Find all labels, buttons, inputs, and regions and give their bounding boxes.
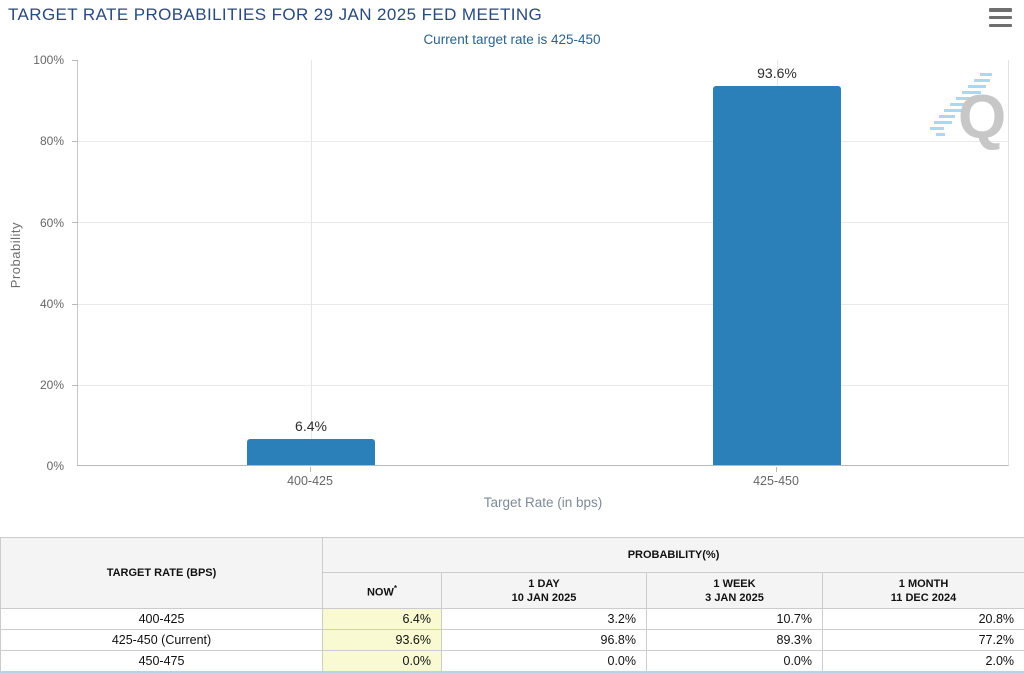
x-category-label: 425-450 [753, 474, 799, 488]
footnote-asterisk: * [393, 583, 397, 593]
fed-meeting-chart-panel: TARGET RATE PROBABILITIES FOR 29 JAN 202… [0, 5, 1012, 510]
cell-1week-probability: 0.0% [646, 650, 823, 672]
cell-1day-probability: 3.2% [441, 608, 647, 630]
plot-area: 6.4% 93.6% [72, 60, 1010, 466]
chart-bar-400-425[interactable] [247, 439, 375, 465]
cell-target-rate: 450-475 [0, 650, 323, 672]
gridline-80 [78, 141, 1008, 142]
bar-slot-425-450: 93.6% [544, 60, 1010, 465]
y-tick-60: 60% [39, 216, 64, 230]
y-tickmark [72, 60, 78, 61]
page-title: TARGET RATE PROBABILITIES FOR 29 JAN 202… [8, 5, 543, 24]
table-header-1month: 1 MONTH 11 DEC 2024 [821, 572, 1024, 609]
table-row: 400-425 6.4% 3.2% 10.7% 20.8% [0, 608, 1024, 630]
table-row: 450-475 0.0% 0.0% 0.0% 2.0% [0, 650, 1024, 672]
x-tickmark [776, 467, 777, 472]
hamburger-menu-icon[interactable] [989, 8, 1012, 27]
gridline-60 [78, 222, 1008, 223]
cell-target-rate: 400-425 [0, 608, 323, 630]
cell-now-probability: 6.4% [322, 608, 442, 630]
cell-1day-probability: 0.0% [441, 650, 647, 672]
chart-bar-425-450[interactable] [713, 85, 841, 465]
table-header-now: NOW* [322, 572, 442, 609]
cell-1day-probability: 96.8% [441, 629, 647, 651]
cell-1month-probability: 77.2% [821, 629, 1024, 651]
bar-slot-400-425: 6.4% [78, 60, 544, 465]
current-target-rate-subtitle: Current target rate is 425-450 [423, 32, 601, 47]
y-tick-0: 0% [46, 459, 64, 473]
y-tick-20: 20% [39, 378, 64, 392]
category-gridline [311, 60, 312, 465]
cell-now-probability: 0.0% [322, 650, 442, 672]
x-category-label: 400-425 [287, 474, 333, 488]
x-tickmark [310, 467, 311, 472]
y-tick-80: 80% [39, 134, 64, 148]
cell-1month-probability: 20.8% [821, 608, 1024, 630]
bar-value-label: 93.6% [757, 64, 797, 81]
cell-now-probability: 93.6% [322, 629, 442, 651]
table-header-1day: 1 DAY 10 JAN 2025 [441, 572, 647, 609]
y-tickmark [72, 385, 78, 386]
table-row: 425-450 (Current) 93.6% 96.8% 89.3% 77.2… [0, 629, 1024, 651]
gridline-20 [78, 385, 1008, 386]
table-header-probability: PROBABILITY(%) [321, 537, 1024, 573]
y-tickmark [72, 304, 78, 305]
cell-1month-probability: 2.0% [821, 650, 1024, 672]
y-axis-tick-labels: 100% 80% 60% 40% 20% 0% [0, 53, 72, 473]
table-header-1week: 1 WEEK 3 JAN 2025 [646, 572, 823, 609]
cell-1week-probability: 10.7% [646, 608, 823, 630]
table-header-target-rate: TARGET RATE (BPS) [0, 537, 323, 609]
gridline-40 [78, 304, 1008, 305]
y-tickmark [72, 222, 78, 223]
cell-1week-probability: 89.3% [646, 629, 823, 651]
y-tickmark [72, 141, 78, 142]
x-axis-title: Target Rate (in bps) [483, 495, 603, 510]
probability-table: TARGET RATE (BPS) PROBABILITY(%) NOW* 1 … [0, 537, 1024, 673]
y-tick-40: 40% [39, 297, 64, 311]
cell-target-rate: 425-450 (Current) [0, 629, 323, 651]
y-tick-100: 100% [33, 53, 64, 67]
bar-value-label: 6.4% [295, 418, 327, 435]
